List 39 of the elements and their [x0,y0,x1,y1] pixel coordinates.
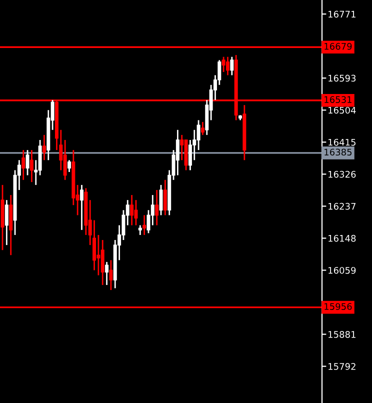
y-tick-label: 15792 [328,363,356,370]
candlestick [105,261,109,286]
y-tick-label: 15881 [328,331,356,338]
y-tick-label: 16771 [328,10,356,18]
candlestick [196,119,200,151]
candlestick [138,224,142,236]
y-tick-label: 16148 [328,234,356,242]
candlestick [67,159,71,173]
candlestick [200,121,204,136]
candlestick [226,56,230,76]
candlestick [26,149,30,176]
candlestick [63,139,67,181]
ref-line-label: 16531 [324,96,352,104]
candlestick [30,149,34,183]
candlestick [230,56,234,76]
candlestick [109,259,113,291]
candlestick [22,149,26,181]
y-tick-label: 16504 [328,106,356,114]
candlestick [100,239,104,286]
y-tick-label: 16059 [328,266,356,274]
ref-line-label: 16385 [324,148,352,156]
y-tick-label: 16415 [328,138,356,146]
y-tick-label: 16593 [328,74,356,82]
candlestick [80,184,84,231]
ref-line-label: 16679 [324,42,352,50]
candlestick [222,56,226,73]
candlestick [163,179,167,216]
candlestick [159,184,163,216]
candlestick [42,134,46,161]
candlestick [155,189,159,226]
candlestick [142,214,146,236]
candlestick [134,199,138,226]
ref-line-label: 15956 [324,303,352,310]
y-tick-label: 16237 [328,202,356,210]
candlestick [130,194,134,226]
y-tick-label: 16326 [328,170,356,178]
candlestick [4,199,8,246]
candlestick [176,129,180,176]
candlestick [96,234,100,276]
